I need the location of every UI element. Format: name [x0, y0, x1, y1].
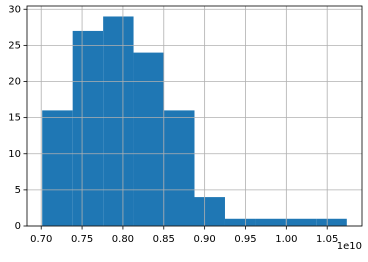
- plot-frame: [26, 5, 363, 227]
- bar: [255, 218, 286, 226]
- x-tick-label: 0.95: [234, 234, 256, 245]
- y-tick-label: 0: [15, 221, 21, 232]
- y-tick-label: 15: [8, 113, 21, 124]
- bar: [133, 52, 165, 227]
- bar: [164, 110, 195, 226]
- x-tick-label: 1.05: [316, 234, 338, 245]
- bar: [285, 218, 317, 226]
- y-tick-label: 10: [8, 149, 21, 160]
- y-tick-label: 25: [8, 40, 21, 51]
- bar: [224, 218, 256, 226]
- x-tick-label: 0.75: [71, 234, 93, 245]
- bar: [316, 218, 347, 226]
- y-tick-label: 5: [15, 185, 21, 196]
- x-tick-label: 0.85: [153, 234, 175, 245]
- bar: [72, 30, 104, 227]
- y-tick-label: 30: [8, 4, 21, 15]
- x-offset-label: 1e10: [337, 241, 362, 252]
- x-tick-label: 0.70: [30, 234, 52, 245]
- bar: [42, 110, 73, 226]
- x-tick-label: 0.80: [112, 234, 134, 245]
- x-tick-label: 1.00: [275, 234, 297, 245]
- y-tick-label: 20: [8, 77, 21, 88]
- x-tick-label: 0.90: [193, 234, 215, 245]
- bar: [103, 16, 134, 226]
- bar: [194, 197, 225, 226]
